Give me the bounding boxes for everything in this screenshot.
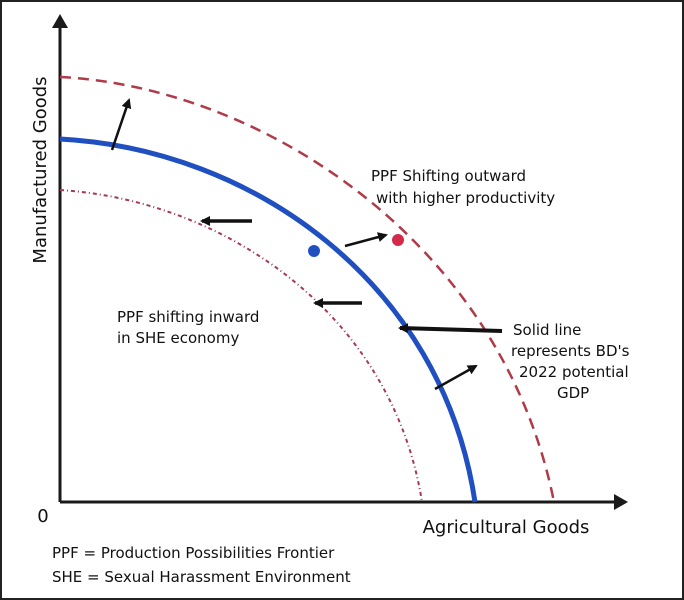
ppf-current-solid-curve <box>59 136 478 503</box>
x-axis-label: Agricultural Goods <box>423 517 590 538</box>
inward-annotation-line-1: PPF shifting inward <box>117 308 259 326</box>
outward-annotation-line-2: with higher productivity <box>376 189 555 207</box>
x-axis-arrowhead <box>614 494 628 510</box>
solid-annotation-line-4: GDP <box>557 384 589 402</box>
ppf-outer-point <box>392 234 404 246</box>
origin-label: 0 <box>37 506 48 527</box>
outward-shift-arrow-middle <box>344 232 388 248</box>
outward-shift-arrow-lower <box>434 364 478 391</box>
outward-annotation-line-1: PPF Shifting outward <box>371 167 526 185</box>
ppf-current-point <box>308 245 320 257</box>
legend-she: SHE = Sexual Harassment Environment <box>52 568 351 586</box>
legend-ppf: PPF = Production Possibilities Frontier <box>52 544 335 562</box>
solid-annotation-line-3: 2022 potential <box>519 363 629 381</box>
solid-annotation-line-2: represents BD's <box>511 342 630 360</box>
y-axis-arrowhead <box>52 14 68 28</box>
ppf-inner-dashed-curve <box>59 189 423 503</box>
solid-annotation-line-1: Solid line <box>513 321 581 339</box>
inward-annotation-line-2: in SHE economy <box>117 329 239 347</box>
solid-line-pointer-arrow <box>398 323 503 334</box>
ppf-outer-dashed-curve <box>59 75 556 503</box>
outward-shift-arrow-top <box>110 98 132 151</box>
y-axis-label: Manufactured Goods <box>30 76 51 263</box>
